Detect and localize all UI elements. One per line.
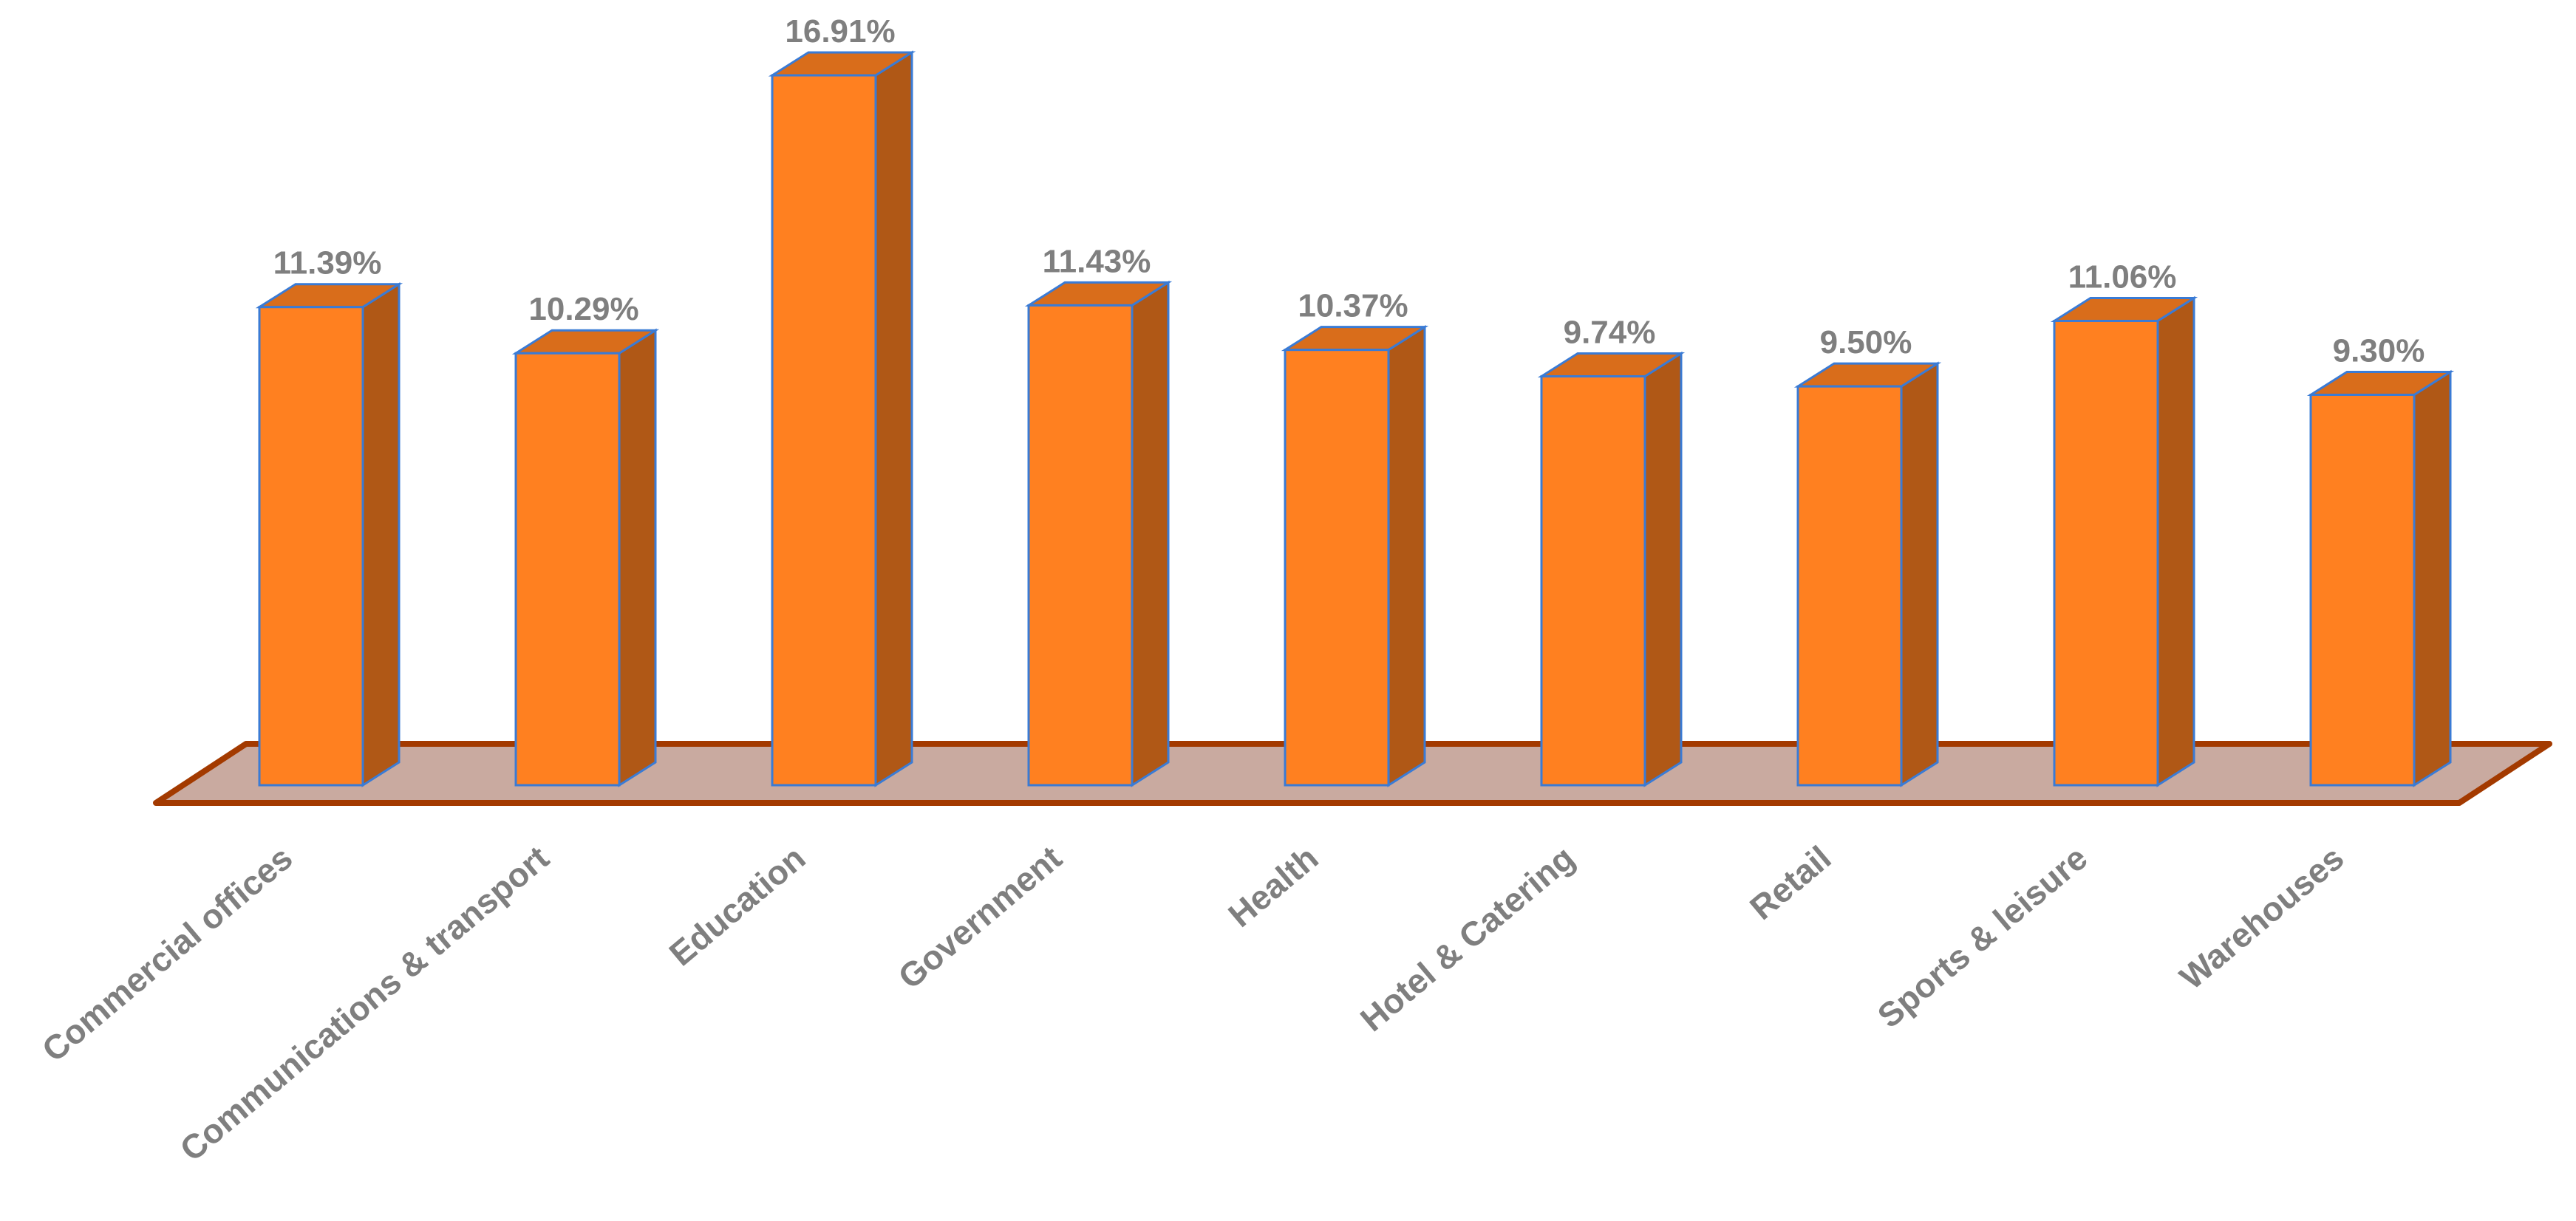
bar [2309, 393, 2416, 787]
bar [258, 306, 364, 787]
x-tick-label: Retail [1742, 838, 1838, 927]
bar-side [874, 50, 913, 787]
value-label: 9.74% [1564, 314, 1656, 350]
bar [771, 74, 877, 787]
x-tick-label: Government [890, 838, 1069, 996]
bar-side [2156, 295, 2195, 787]
bar-side [1900, 361, 1939, 787]
value-label: 11.06% [2068, 259, 2177, 295]
x-tick-label: Sports & leisure [1870, 838, 2095, 1036]
bar [514, 352, 621, 787]
x-tick-label: Health [1221, 838, 1325, 934]
value-label: 11.39% [273, 245, 382, 281]
bar-side [361, 281, 401, 787]
bar-side [1131, 280, 1170, 787]
value-label: 10.37% [1298, 288, 1408, 324]
bar-side [1387, 324, 1426, 787]
bar [1284, 349, 1390, 787]
x-tick-label: Education [662, 838, 813, 974]
bars: 11.39%Commercial offices10.29%Communicat… [35, 13, 2455, 1169]
x-tick-label: Commercial offices [35, 838, 300, 1070]
value-label: 9.50% [1820, 324, 1912, 360]
value-label: 9.30% [2333, 332, 2425, 369]
bar-side [2413, 369, 2452, 787]
value-label: 16.91% [785, 13, 895, 49]
bar-side [1643, 351, 1683, 787]
x-tick-label: Warehouses [2173, 838, 2351, 997]
value-label: 11.43% [1043, 243, 1151, 279]
x-tick-label: Hotel & Catering [1353, 838, 1581, 1039]
bar-side [618, 328, 657, 787]
bar [1796, 385, 1903, 787]
bar [1027, 304, 1134, 787]
bar [2053, 319, 2159, 787]
value-label: 10.29% [528, 291, 638, 327]
bar [1540, 374, 1646, 787]
